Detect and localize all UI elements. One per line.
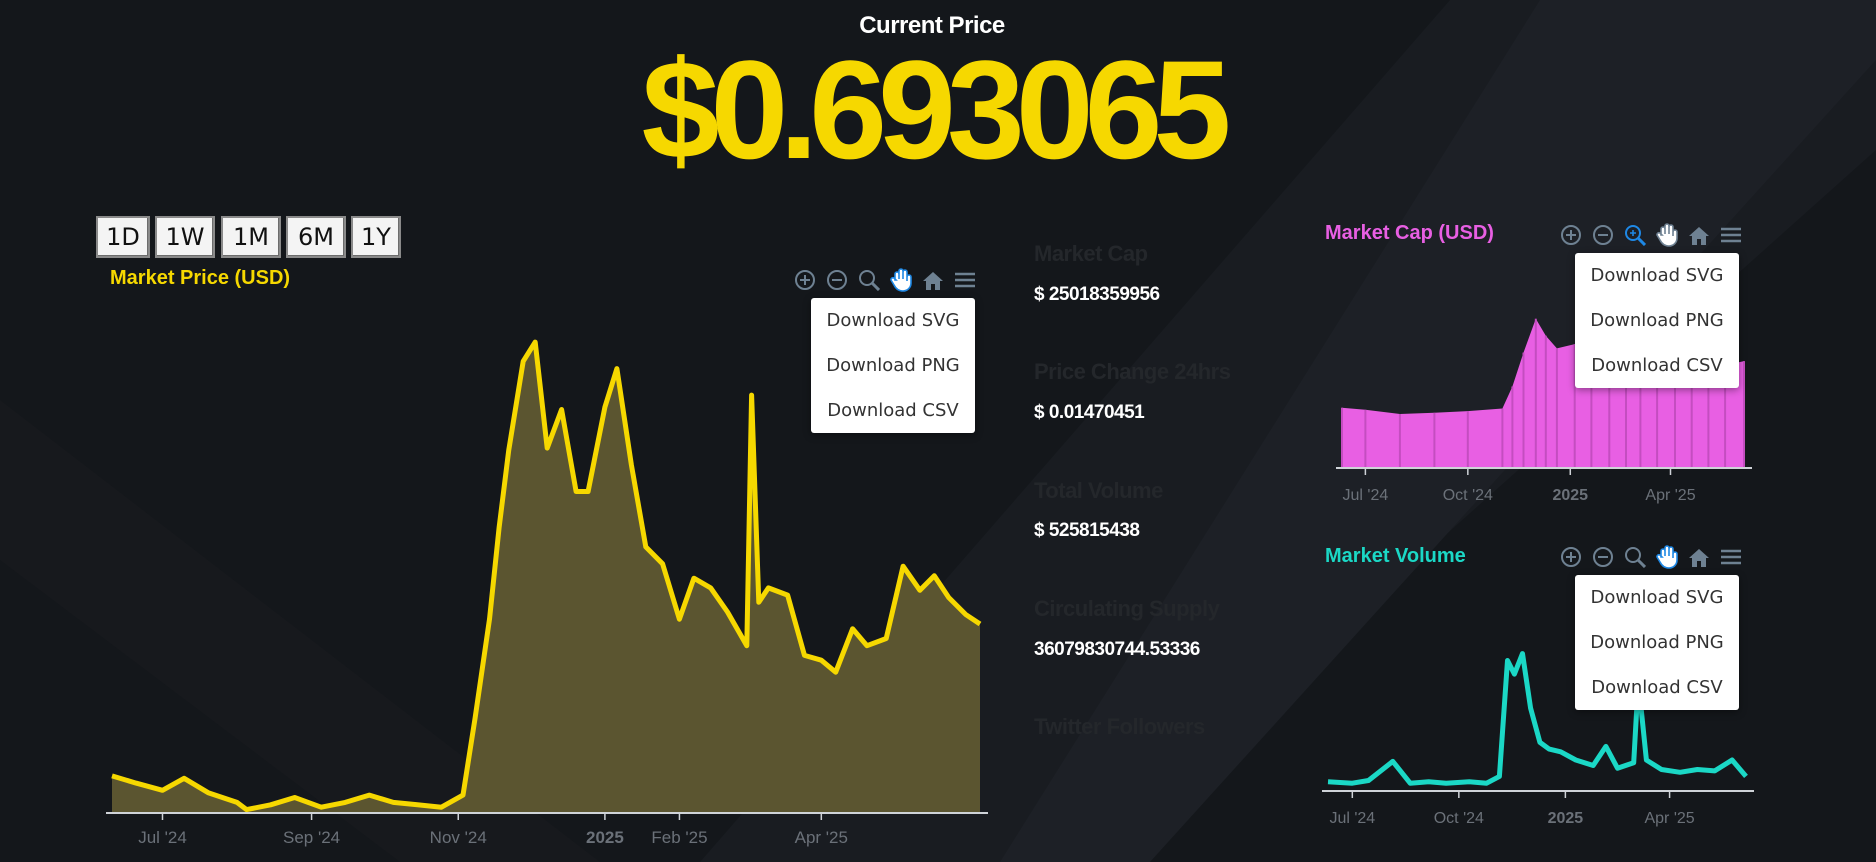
pan-hand-icon[interactable]	[1654, 544, 1680, 570]
download-csv-item[interactable]: Download CSV	[1591, 677, 1723, 698]
selection-zoom-icon[interactable]	[856, 267, 882, 293]
price-chart-toolbar	[792, 267, 978, 293]
current-price-label: Current Price	[859, 12, 1005, 39]
volume-chart-toolbar	[1558, 544, 1744, 570]
home-reset-icon[interactable]	[1686, 222, 1712, 248]
x-tick-label: Nov '24	[430, 828, 487, 847]
hamburger-menu-icon[interactable]	[1718, 222, 1744, 248]
price-chart-title: Market Price (USD)	[110, 267, 291, 289]
market-cap-chart-title: Market Cap (USD)	[1325, 222, 1494, 244]
range-button-1m[interactable]: 1M	[221, 216, 281, 258]
price-area-fill	[112, 342, 980, 812]
x-tick-label: 2025	[586, 828, 624, 847]
price-chart-export-menu: Download SVG Download PNG Download CSV	[811, 298, 975, 433]
zoom-in-icon[interactable]	[1558, 222, 1584, 248]
market-cap-chart-toolbar	[1558, 222, 1744, 248]
download-png-item[interactable]: Download PNG	[1590, 632, 1724, 653]
range-button-1w[interactable]: 1W	[155, 216, 215, 258]
twitter-followers-label: Twitter Followers	[1034, 714, 1205, 739]
total-volume-value: $ 525815438	[1034, 520, 1140, 541]
price-change-value: $ 0.01470451	[1034, 402, 1145, 423]
current-price-value: $0.693065	[641, 31, 1232, 188]
hamburger-menu-icon[interactable]	[952, 267, 978, 293]
range-button-1d[interactable]: 1D	[96, 216, 150, 258]
pan-hand-icon[interactable]	[1654, 222, 1680, 248]
circulating-supply-value: 36079830744.53336	[1034, 639, 1200, 660]
market-cap-value: $ 25018359956	[1034, 284, 1160, 305]
selection-zoom-icon[interactable]	[1622, 544, 1648, 570]
zoom-in-icon[interactable]	[792, 267, 818, 293]
zoom-in-icon[interactable]	[1558, 544, 1584, 570]
download-svg-item[interactable]: Download SVG	[1590, 265, 1724, 286]
price-series-line	[111, 339, 982, 813]
market-cap-label: Market Cap	[1034, 241, 1148, 266]
x-tick-label: Apr '25	[795, 828, 848, 847]
x-tick-label: Jul '24	[138, 828, 187, 847]
total-volume-label: Total Volume	[1034, 478, 1163, 503]
home-reset-icon[interactable]	[920, 267, 946, 293]
volume-export-menu: Download SVG Download PNG Download CSV	[1575, 575, 1739, 710]
range-button-6m[interactable]: 6M	[286, 216, 346, 258]
pan-hand-icon[interactable]	[888, 267, 914, 293]
zoom-out-icon[interactable]	[824, 267, 850, 293]
zoom-out-icon[interactable]	[1590, 544, 1616, 570]
circulating-supply-label: Circulating Supply	[1034, 596, 1220, 621]
x-tick-label: Sep '24	[283, 828, 340, 847]
selection-zoom-icon[interactable]	[1622, 222, 1648, 248]
volume-chart-title: Market Volume	[1325, 545, 1466, 567]
price-change-label: Price Change 24hrs	[1034, 359, 1231, 384]
zoom-out-icon[interactable]	[1590, 222, 1616, 248]
market-cap-export-menu: Download SVG Download PNG Download CSV	[1575, 253, 1739, 388]
hamburger-menu-icon[interactable]	[1718, 544, 1744, 570]
home-reset-icon[interactable]	[1686, 544, 1712, 570]
download-csv-item[interactable]: Download CSV	[1591, 355, 1723, 376]
download-png-item[interactable]: Download PNG	[1590, 310, 1724, 331]
download-svg-item[interactable]: Download SVG	[826, 310, 960, 331]
download-csv-item[interactable]: Download CSV	[827, 400, 959, 421]
range-button-1y[interactable]: 1Y	[351, 216, 401, 258]
download-png-item[interactable]: Download PNG	[826, 355, 960, 376]
x-tick-label: Feb '25	[651, 828, 707, 847]
download-svg-item[interactable]: Download SVG	[1590, 587, 1724, 608]
